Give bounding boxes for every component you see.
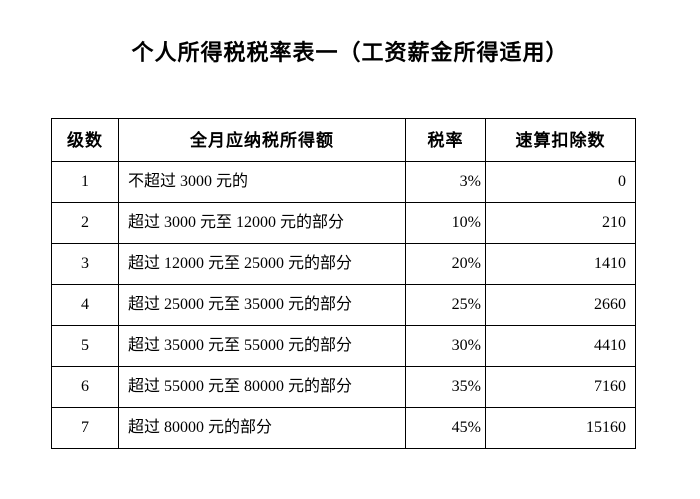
- cell-quick-deduction: 1410: [485, 243, 636, 285]
- cell-tax-rate: 25%: [405, 284, 486, 326]
- cell-quick-deduction: 7160: [485, 366, 636, 408]
- cell-level: 7: [51, 407, 119, 449]
- cell-tax-rate: 10%: [405, 202, 486, 244]
- header-level: 级数: [51, 118, 119, 162]
- page-title: 个人所得税税率表一（工资薪金所得适用）: [131, 40, 569, 65]
- table-row: 5 超过 35000 元至 55000 元的部分 30% 4410: [51, 325, 636, 367]
- cell-income-range: 超过 25000 元至 35000 元的部分: [118, 284, 406, 326]
- table-row: 2 超过 3000 元至 12000 元的部分 10% 210: [51, 202, 636, 244]
- cell-level: 1: [51, 161, 119, 203]
- cell-level: 5: [51, 325, 119, 367]
- cell-tax-rate: 30%: [405, 325, 486, 367]
- cell-quick-deduction: 0: [485, 161, 636, 203]
- cell-income-range: 超过 35000 元至 55000 元的部分: [118, 325, 406, 367]
- cell-income-range: 不超过 3000 元的: [118, 161, 406, 203]
- cell-tax-rate: 3%: [405, 161, 486, 203]
- cell-level: 2: [51, 202, 119, 244]
- cell-quick-deduction: 2660: [485, 284, 636, 326]
- tax-rate-table: 级数 全月应纳税所得额 税率 速算扣除数 1 不超过 3000 元的 3% 0 …: [51, 118, 636, 449]
- cell-income-range: 超过 12000 元至 25000 元的部分: [118, 243, 406, 285]
- cell-income-range: 超过 3000 元至 12000 元的部分: [118, 202, 406, 244]
- table-row: 6 超过 55000 元至 80000 元的部分 35% 7160: [51, 366, 636, 408]
- table-row: 4 超过 25000 元至 35000 元的部分 25% 2660: [51, 284, 636, 326]
- table-row: 3 超过 12000 元至 25000 元的部分 20% 1410: [51, 243, 636, 285]
- header-quick-deduction: 速算扣除数: [485, 118, 636, 162]
- cell-level: 6: [51, 366, 119, 408]
- header-tax-rate: 税率: [405, 118, 486, 162]
- table-row: 1 不超过 3000 元的 3% 0: [51, 161, 636, 203]
- cell-income-range: 超过 55000 元至 80000 元的部分: [118, 366, 406, 408]
- cell-level: 4: [51, 284, 119, 326]
- table-header-row: 级数 全月应纳税所得额 税率 速算扣除数: [51, 118, 636, 162]
- cell-quick-deduction: 210: [485, 202, 636, 244]
- cell-level: 3: [51, 243, 119, 285]
- cell-quick-deduction: 15160: [485, 407, 636, 449]
- header-income-range: 全月应纳税所得额: [118, 118, 406, 162]
- cell-income-range: 超过 80000 元的部分: [118, 407, 406, 449]
- cell-quick-deduction: 4410: [485, 325, 636, 367]
- cell-tax-rate: 45%: [405, 407, 486, 449]
- cell-tax-rate: 35%: [405, 366, 486, 408]
- table-row: 7 超过 80000 元的部分 45% 15160: [51, 407, 636, 449]
- cell-tax-rate: 20%: [405, 243, 486, 285]
